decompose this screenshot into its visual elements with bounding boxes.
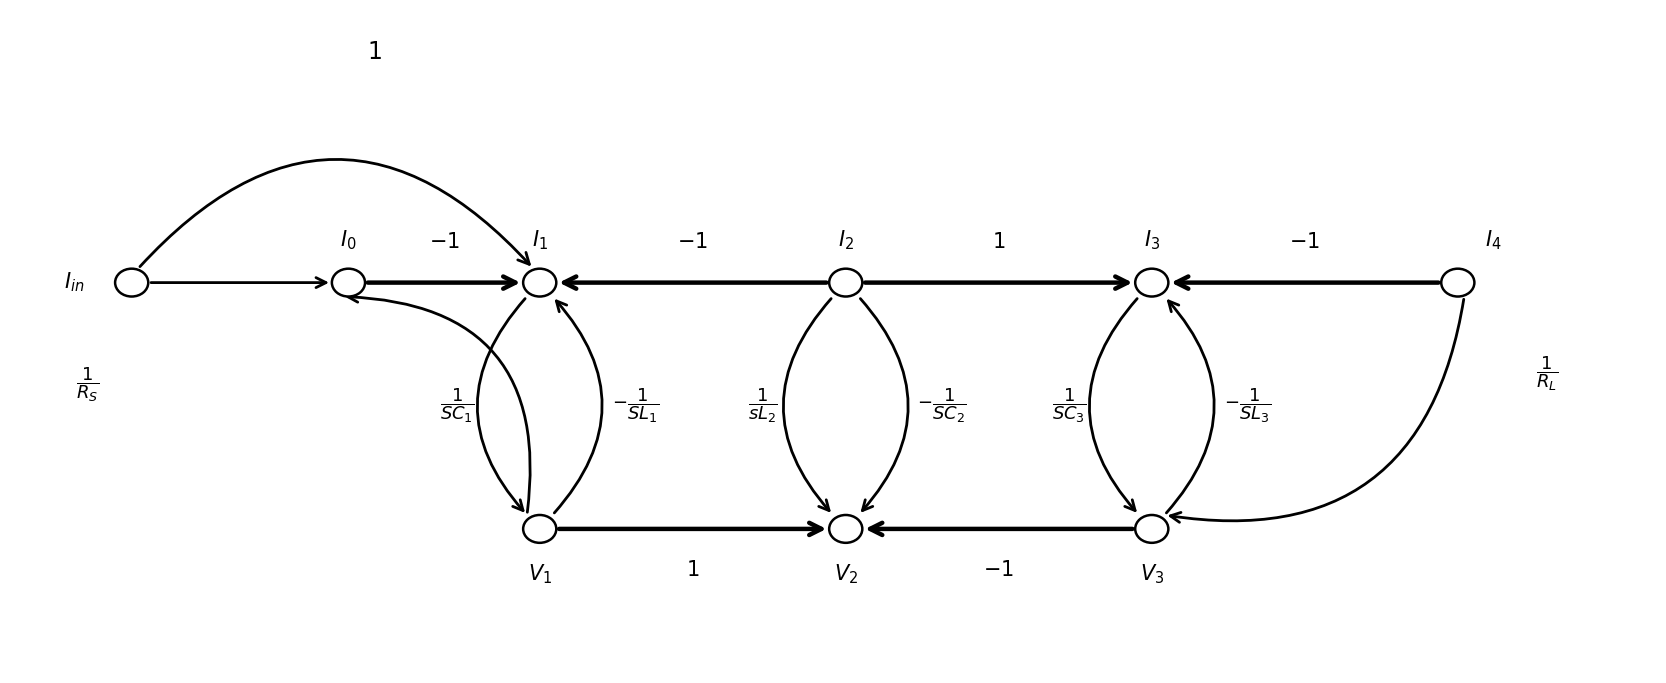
Text: $\dfrac{1}{SC_3}$: $\dfrac{1}{SC_3}$ <box>1051 387 1086 425</box>
Text: $-\dfrac{1}{SL_1}$: $-\dfrac{1}{SL_1}$ <box>611 387 658 425</box>
Circle shape <box>332 268 365 296</box>
Circle shape <box>523 515 556 543</box>
Circle shape <box>115 268 148 296</box>
Text: $-1$: $-1$ <box>1289 232 1319 252</box>
Circle shape <box>830 515 863 543</box>
Text: $-\dfrac{1}{SL_3}$: $-\dfrac{1}{SL_3}$ <box>1225 387 1271 425</box>
Text: $-1$: $-1$ <box>428 232 460 252</box>
Text: $1$: $1$ <box>991 232 1006 252</box>
Text: $I_2$: $I_2$ <box>838 228 853 251</box>
Text: $I_0$: $I_0$ <box>340 228 357 251</box>
Circle shape <box>1135 268 1168 296</box>
Text: $I_3$: $I_3$ <box>1143 228 1160 251</box>
Text: $\dfrac{1}{sL_2}$: $\dfrac{1}{sL_2}$ <box>748 387 778 425</box>
Text: $-\dfrac{1}{SC_2}$: $-\dfrac{1}{SC_2}$ <box>916 387 966 425</box>
Text: $V_1$: $V_1$ <box>528 562 551 586</box>
Text: $-1$: $-1$ <box>678 232 708 252</box>
Circle shape <box>1135 515 1168 543</box>
Circle shape <box>830 268 863 296</box>
Text: $\dfrac{1}{R_L}$: $\dfrac{1}{R_L}$ <box>1536 354 1558 393</box>
Text: $1$: $1$ <box>686 559 700 580</box>
Text: $1$: $1$ <box>367 41 382 64</box>
Text: $\dfrac{1}{SC_1}$: $\dfrac{1}{SC_1}$ <box>440 387 475 425</box>
Text: $V_3$: $V_3$ <box>1140 562 1165 586</box>
Text: $I_1$: $I_1$ <box>531 228 548 251</box>
Text: $-1$: $-1$ <box>983 559 1015 580</box>
Text: $I_{in}$: $I_{in}$ <box>63 270 85 294</box>
Circle shape <box>1441 268 1474 296</box>
Text: $I_4$: $I_4$ <box>1484 228 1501 251</box>
Text: $\dfrac{1}{R_S}$: $\dfrac{1}{R_S}$ <box>75 365 98 404</box>
Text: $V_2$: $V_2$ <box>833 562 858 586</box>
Circle shape <box>523 268 556 296</box>
